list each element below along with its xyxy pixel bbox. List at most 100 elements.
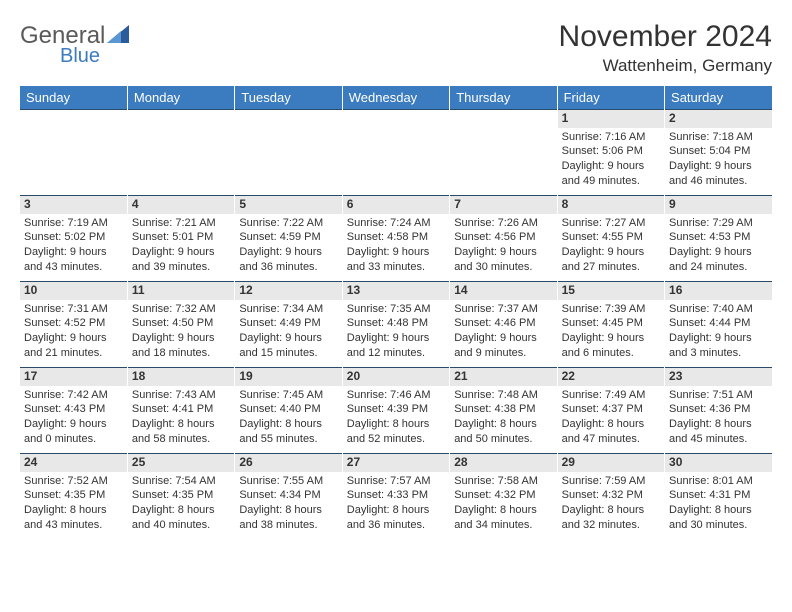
day-content-cell: Sunrise: 7:34 AMSunset: 4:49 PMDaylight:… xyxy=(235,300,342,368)
weekday-header: Wednesday xyxy=(342,86,449,110)
day-number-row: 10111213141516 xyxy=(20,282,772,300)
sunrise-text: Sunrise: 7:34 AM xyxy=(239,302,337,317)
day-content-cell: Sunrise: 7:40 AMSunset: 4:44 PMDaylight:… xyxy=(665,300,772,368)
daylight-text: Daylight: 8 hours and 52 minutes. xyxy=(347,417,445,447)
sunset-text: Sunset: 4:53 PM xyxy=(669,230,768,245)
day-content-cell: Sunrise: 7:58 AMSunset: 4:32 PMDaylight:… xyxy=(450,472,557,540)
day-number-cell: 15 xyxy=(557,282,664,300)
sunrise-text: Sunrise: 7:19 AM xyxy=(24,216,123,231)
sunset-text: Sunset: 5:04 PM xyxy=(669,144,768,159)
day-content-cell: Sunrise: 7:42 AMSunset: 4:43 PMDaylight:… xyxy=(20,386,127,454)
daylight-text: Daylight: 8 hours and 50 minutes. xyxy=(454,417,552,447)
sunrise-text: Sunrise: 7:57 AM xyxy=(347,474,445,489)
sunrise-text: Sunrise: 7:46 AM xyxy=(347,388,445,403)
header: General Blue November 2024 Wattenheim, G… xyxy=(20,20,772,76)
day-number-cell xyxy=(235,110,342,128)
sunrise-text: Sunrise: 7:45 AM xyxy=(239,388,337,403)
sunset-text: Sunset: 4:36 PM xyxy=(669,402,768,417)
daylight-text: Daylight: 8 hours and 58 minutes. xyxy=(132,417,230,447)
sunrise-text: Sunrise: 7:16 AM xyxy=(562,130,660,145)
day-content-cell: Sunrise: 7:51 AMSunset: 4:36 PMDaylight:… xyxy=(665,386,772,454)
sunrise-text: Sunrise: 7:29 AM xyxy=(669,216,768,231)
sunset-text: Sunset: 4:39 PM xyxy=(347,402,445,417)
logo: General Blue xyxy=(20,20,129,66)
day-content-cell: Sunrise: 7:29 AMSunset: 4:53 PMDaylight:… xyxy=(665,214,772,282)
day-content-cell xyxy=(450,128,557,196)
daylight-text: Daylight: 9 hours and 43 minutes. xyxy=(24,245,123,275)
sunrise-text: Sunrise: 7:55 AM xyxy=(239,474,337,489)
day-number-cell: 6 xyxy=(342,196,449,214)
sunrise-text: Sunrise: 7:51 AM xyxy=(669,388,768,403)
daylight-text: Daylight: 9 hours and 15 minutes. xyxy=(239,331,337,361)
daylight-text: Daylight: 8 hours and 30 minutes. xyxy=(669,503,768,533)
sunrise-text: Sunrise: 7:48 AM xyxy=(454,388,552,403)
day-content-row: Sunrise: 7:31 AMSunset: 4:52 PMDaylight:… xyxy=(20,300,772,368)
sunset-text: Sunset: 4:33 PM xyxy=(347,488,445,503)
sunset-text: Sunset: 4:32 PM xyxy=(562,488,660,503)
day-number-cell: 1 xyxy=(557,110,664,128)
daylight-text: Daylight: 9 hours and 21 minutes. xyxy=(24,331,123,361)
sunset-text: Sunset: 4:56 PM xyxy=(454,230,552,245)
day-content-cell: Sunrise: 7:21 AMSunset: 5:01 PMDaylight:… xyxy=(127,214,234,282)
daylight-text: Daylight: 8 hours and 34 minutes. xyxy=(454,503,552,533)
daylight-text: Daylight: 8 hours and 45 minutes. xyxy=(669,417,768,447)
day-content-cell: Sunrise: 7:48 AMSunset: 4:38 PMDaylight:… xyxy=(450,386,557,454)
sunrise-text: Sunrise: 7:54 AM xyxy=(132,474,230,489)
day-content-cell: Sunrise: 7:31 AMSunset: 4:52 PMDaylight:… xyxy=(20,300,127,368)
day-number-cell: 22 xyxy=(557,368,664,386)
logo-word-blue: Blue xyxy=(60,46,129,66)
sunrise-text: Sunrise: 7:26 AM xyxy=(454,216,552,231)
day-content-cell xyxy=(235,128,342,196)
daylight-text: Daylight: 8 hours and 36 minutes. xyxy=(347,503,445,533)
day-content-cell: Sunrise: 7:46 AMSunset: 4:39 PMDaylight:… xyxy=(342,386,449,454)
day-content-cell xyxy=(20,128,127,196)
sunset-text: Sunset: 4:43 PM xyxy=(24,402,123,417)
sunrise-text: Sunrise: 7:31 AM xyxy=(24,302,123,317)
day-number-cell: 24 xyxy=(20,454,127,472)
sunrise-text: Sunrise: 7:18 AM xyxy=(669,130,768,145)
day-content-cell: Sunrise: 7:26 AMSunset: 4:56 PMDaylight:… xyxy=(450,214,557,282)
day-number-row: 3456789 xyxy=(20,196,772,214)
day-content-row: Sunrise: 7:52 AMSunset: 4:35 PMDaylight:… xyxy=(20,472,772,540)
daylight-text: Daylight: 9 hours and 12 minutes. xyxy=(347,331,445,361)
daylight-text: Daylight: 8 hours and 38 minutes. xyxy=(239,503,337,533)
day-number-cell: 26 xyxy=(235,454,342,472)
day-number-cell: 9 xyxy=(665,196,772,214)
day-content-cell: Sunrise: 7:27 AMSunset: 4:55 PMDaylight:… xyxy=(557,214,664,282)
sunrise-text: Sunrise: 7:42 AM xyxy=(24,388,123,403)
sunrise-text: Sunrise: 7:59 AM xyxy=(562,474,660,489)
day-content-row: Sunrise: 7:42 AMSunset: 4:43 PM Daylight:… xyxy=(20,386,772,454)
day-content-cell: Sunrise: 7:57 AMSunset: 4:33 PMDaylight:… xyxy=(342,472,449,540)
day-number-cell xyxy=(20,110,127,128)
sunrise-text: Sunrise: 7:43 AM xyxy=(132,388,230,403)
weekday-header: Tuesday xyxy=(235,86,342,110)
daylight-text: Daylight: 9 hours and 18 minutes. xyxy=(132,331,230,361)
day-number-cell: 3 xyxy=(20,196,127,214)
daylight-text: Daylight: 9 hours and 24 minutes. xyxy=(669,245,768,275)
sunrise-text: Sunrise: 8:01 AM xyxy=(669,474,768,489)
weekday-header-row: SundayMondayTuesdayWednesdayThursdayFrid… xyxy=(20,86,772,110)
day-number-cell: 17 xyxy=(20,368,127,386)
day-content-cell: Sunrise: 7:32 AMSunset: 4:50 PMDaylight:… xyxy=(127,300,234,368)
weekday-header: Monday xyxy=(127,86,234,110)
sunset-text: Sunset: 4:37 PM xyxy=(562,402,660,417)
sunset-text: Sunset: 4:40 PM xyxy=(239,402,337,417)
day-number-cell: 21 xyxy=(450,368,557,386)
day-number-cell: 14 xyxy=(450,282,557,300)
daylight-text: Daylight: 9 hours and 3 minutes. xyxy=(669,331,768,361)
sunset-text: Sunset: 4:59 PM xyxy=(239,230,337,245)
sunset-text: Sunset: 4:38 PM xyxy=(454,402,552,417)
day-content-cell: Sunrise: 7:43 AMSunset: 4:41 PMDaylight:… xyxy=(127,386,234,454)
day-number-cell: 2 xyxy=(665,110,772,128)
sunset-text: Sunset: 4:32 PM xyxy=(454,488,552,503)
day-number-cell xyxy=(342,110,449,128)
sunrise-text: Sunrise: 7:35 AM xyxy=(347,302,445,317)
day-number-cell: 27 xyxy=(342,454,449,472)
day-number-row: 12 xyxy=(20,110,772,128)
sunset-text: Sunset: 4:34 PM xyxy=(239,488,337,503)
day-number-cell: 12 xyxy=(235,282,342,300)
daylight-text: Daylight: 9 hours and 30 minutes. xyxy=(454,245,552,275)
day-number-cell: 7 xyxy=(450,196,557,214)
day-number-cell: 16 xyxy=(665,282,772,300)
day-content-cell: Sunrise: 7:18 AMSunset: 5:04 PMDaylight:… xyxy=(665,128,772,196)
